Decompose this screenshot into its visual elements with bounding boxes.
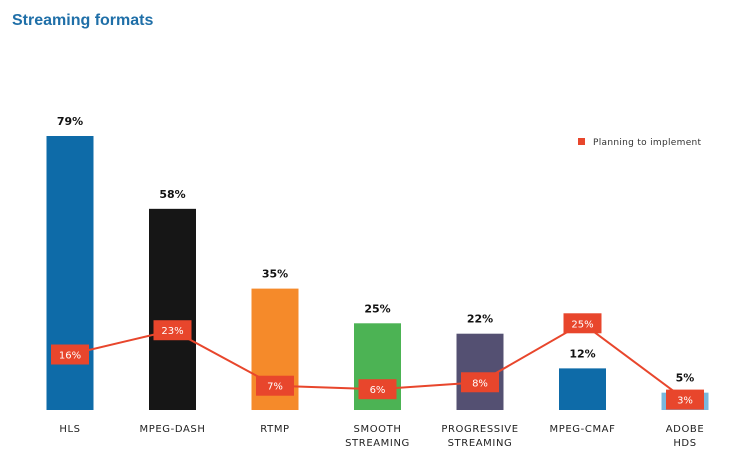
category-label: HLS bbox=[59, 424, 80, 435]
planning-marker-label: 8% bbox=[472, 378, 488, 389]
category-label: RTMP bbox=[260, 424, 289, 435]
bar-value-label: 25% bbox=[364, 302, 390, 315]
bar-value-label: 5% bbox=[676, 372, 695, 385]
planning-marker bbox=[153, 320, 192, 341]
planning-marker-label: 23% bbox=[161, 326, 183, 337]
planning-marker bbox=[563, 313, 602, 334]
category-label: ADOBE HDS bbox=[666, 424, 705, 449]
planning-marker-label: 3% bbox=[677, 396, 693, 407]
bar-value-label: 58% bbox=[159, 188, 185, 201]
category-label: MPEG-DASH bbox=[140, 424, 206, 435]
planning-marker-label: 6% bbox=[370, 385, 386, 396]
chart-title: Streaming formats bbox=[12, 12, 154, 29]
legend-swatch bbox=[578, 138, 585, 145]
bar-mpeg-dash bbox=[149, 208, 196, 410]
planning-marker bbox=[51, 344, 89, 365]
planning-marker-label: 25% bbox=[571, 319, 593, 330]
bar-value-label: 79% bbox=[57, 115, 83, 128]
legend-label: Planning to implement bbox=[593, 138, 702, 148]
bar-mpeg-cmaf bbox=[559, 368, 606, 410]
bar-hls bbox=[46, 136, 94, 410]
planning-marker bbox=[256, 375, 294, 396]
bar-value-label: 12% bbox=[569, 347, 595, 360]
bar-value-label: 35% bbox=[262, 268, 288, 281]
category-label: MPEG-CMAF bbox=[550, 424, 616, 435]
planning-marker-label: 16% bbox=[59, 351, 81, 362]
category-label: PROGRESSIVE STREAMING bbox=[441, 424, 518, 449]
planning-marker-label: 7% bbox=[267, 382, 283, 393]
legend: Planning to implement bbox=[578, 138, 702, 148]
bar-progressive-streaming bbox=[456, 333, 504, 410]
planning-marker bbox=[358, 379, 397, 400]
bar-value-label: 22% bbox=[467, 313, 493, 326]
planning-marker bbox=[666, 389, 704, 410]
category-label: SMOOTH STREAMING bbox=[345, 424, 410, 449]
planning-marker bbox=[461, 372, 499, 393]
